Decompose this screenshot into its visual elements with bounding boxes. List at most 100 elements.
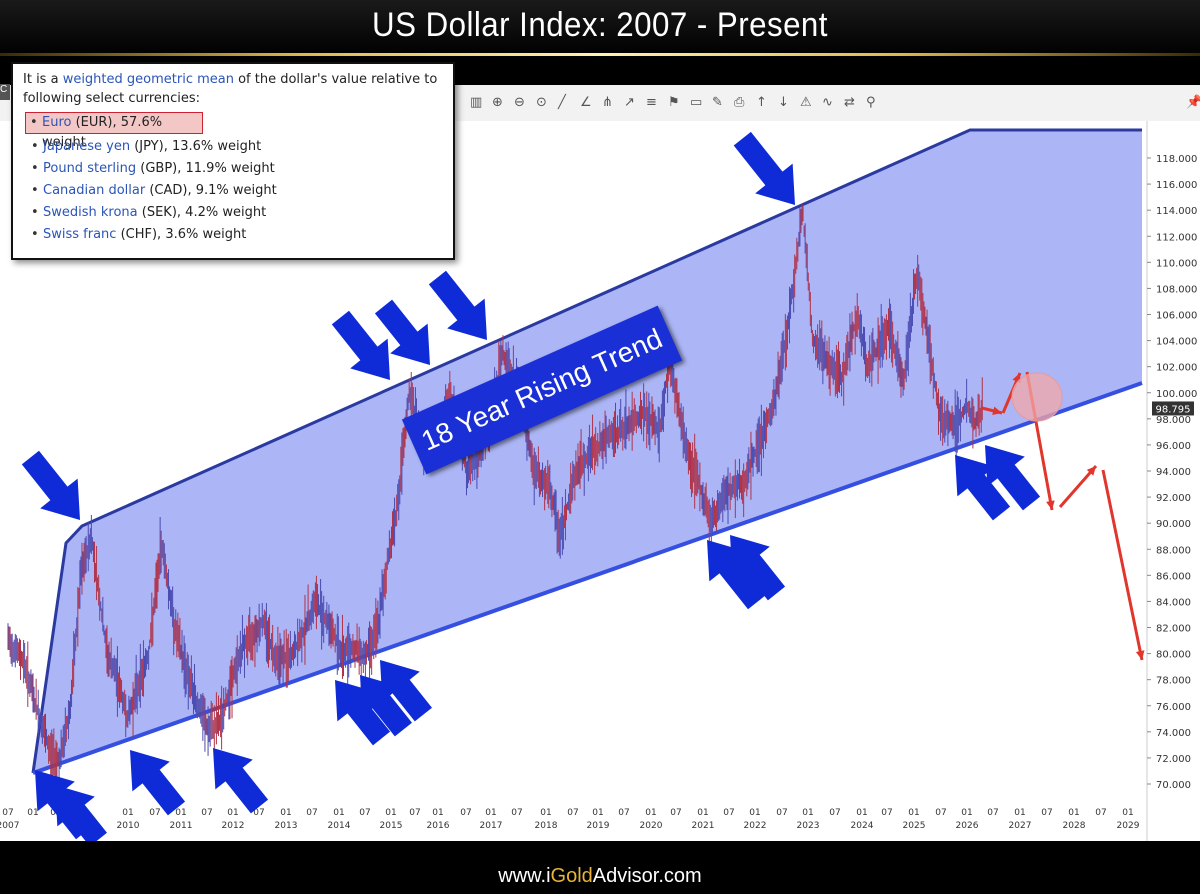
blue-arrow: [428, 270, 487, 340]
x-tick-year-label: 2012: [222, 821, 245, 831]
x-tick-year-label: 2007: [0, 821, 19, 831]
x-tick-year-label: 2025: [903, 821, 926, 831]
zoom-in-icon[interactable]: ⊕: [492, 95, 503, 110]
blue-arrow: [955, 455, 1011, 521]
y-tick-label: 70.000: [1156, 780, 1191, 791]
y-tick-label: 116.000: [1156, 180, 1197, 191]
x-tick-year-label: 2010: [117, 821, 140, 831]
arrow-tool-icon[interactable]: ↗: [624, 95, 635, 110]
currency-link[interactable]: Pound sterling: [43, 161, 137, 176]
blue-arrow: [130, 750, 186, 816]
sell-icon[interactable]: ↓: [778, 95, 789, 110]
y-tick-label: 96.000: [1156, 441, 1191, 452]
currency-link[interactable]: Japanese yen: [43, 139, 131, 154]
x-tick-year-label: 2019: [587, 821, 610, 831]
currency-link[interactable]: Swedish krona: [43, 205, 138, 220]
y-tick-label: 80.000: [1156, 650, 1191, 661]
ruler-tool-icon[interactable]: ▭: [690, 95, 703, 110]
gold-divider: [0, 53, 1200, 56]
y-axis-panel: [1147, 121, 1200, 841]
x-tick-label: 07: [776, 808, 787, 818]
x-tick-year-label: 2013: [275, 821, 298, 831]
red-arrowhead: [1135, 650, 1145, 660]
blue-arrow: [733, 131, 795, 205]
x-tick-label: 01: [122, 808, 133, 818]
y-tick-label: 102.000: [1156, 363, 1197, 374]
x-tick-label: 07: [935, 808, 946, 818]
eraser-tool-icon[interactable]: ✎: [712, 95, 723, 110]
fork-tool-icon[interactable]: ⋔: [602, 95, 613, 110]
x-tick-label: 07: [1041, 808, 1052, 818]
print-icon[interactable]: ⎙: [734, 95, 745, 110]
x-tick-year-label: 2016: [427, 821, 450, 831]
x-tick-label: 01: [697, 808, 708, 818]
x-tick-label: 01: [645, 808, 656, 818]
blue-arrow: [380, 660, 432, 722]
x-tick-label: 01: [749, 808, 760, 818]
buy-icon[interactable]: ↑: [756, 95, 767, 110]
price-marker-label: 98.795: [1156, 404, 1191, 415]
currency-weight: (JPY), 13.6% weight: [130, 139, 262, 154]
y-tick-label: 76.000: [1156, 702, 1191, 713]
chart-tab[interactable]: C: [0, 84, 10, 100]
pin-right-icon[interactable]: 📌: [1186, 95, 1200, 110]
x-tick-label: 01: [802, 808, 813, 818]
blue-arrow: [707, 540, 766, 610]
currency-item: Euro (EUR), 57.6% weight: [25, 112, 203, 150]
fib-tool-icon[interactable]: ≡: [646, 95, 657, 110]
x-tick-label: 01: [175, 808, 186, 818]
y-tick-label: 98.000: [1156, 415, 1191, 426]
x-tick-label: 01: [1122, 808, 1133, 818]
price-marker-box: [1152, 401, 1194, 416]
x-tick-label: 07: [201, 808, 212, 818]
flag-tool-icon[interactable]: ⚑: [668, 95, 680, 110]
zoom-out-icon[interactable]: ⊖: [514, 95, 525, 110]
currency-item: Swedish krona (SEK), 4.2% weight: [27, 202, 453, 224]
x-tick-label: 07: [881, 808, 892, 818]
x-tick-label: 01: [540, 808, 551, 818]
title-bar: US Dollar Index: 2007 - Present: [0, 0, 1200, 56]
x-tick-label: 07: [2, 808, 13, 818]
y-tick-label: 94.000: [1156, 467, 1191, 478]
info-intro: It is a weighted geometric mean of the d…: [23, 72, 438, 106]
alert-icon[interactable]: ⚠: [800, 95, 812, 110]
chart-area: 98.795 70.000 72.000 74.000 76.000 78.000 80.0…: [0, 121, 1200, 841]
red-arrowhead: [992, 406, 1002, 416]
x-tick-year-label: 2014: [328, 821, 351, 831]
x-tick-label: 07: [253, 808, 264, 818]
compare-icon[interactable]: ⇄: [844, 95, 855, 110]
currency-weight: (SEK), 4.2% weight: [137, 205, 267, 220]
bar-chart-icon[interactable]: ▥: [470, 95, 483, 110]
indicator-icon[interactable]: ∿: [822, 95, 833, 110]
currency-link[interactable]: Canadian dollar: [43, 183, 146, 198]
trend-tool-icon[interactable]: ∠: [580, 95, 592, 110]
y-tick-label: 92.000: [1156, 493, 1191, 504]
currency-link[interactable]: Euro: [42, 115, 72, 130]
y-tick-label: 118.000: [1156, 154, 1197, 165]
x-tick-year-label: 2015: [380, 821, 403, 831]
y-tick-label: 88.000: [1156, 545, 1191, 556]
geometric-mean-link[interactable]: weighted geometric mean: [62, 72, 234, 87]
x-tick-label: 01: [592, 808, 603, 818]
x-tick-year-label: 2029: [1117, 821, 1140, 831]
currency-link[interactable]: Swiss franc: [43, 227, 117, 242]
line-tool-icon[interactable]: ╱: [558, 95, 566, 110]
x-tick-label: 07: [829, 808, 840, 818]
pin-icon[interactable]: ⚲: [866, 95, 876, 110]
x-tick-label: 01: [1068, 808, 1079, 818]
x-tick-year-label: 2023: [797, 821, 820, 831]
y-tick-label: 78.000: [1156, 676, 1191, 687]
y-tick-label: 114.000: [1156, 206, 1197, 217]
y-tick-label: 100.000: [1156, 389, 1197, 400]
x-tick-year-label: 2011: [170, 821, 193, 831]
currency-weight: (CAD), 9.1% weight: [145, 183, 277, 198]
x-tick-year-label: 2022: [744, 821, 767, 831]
y-tick-label: 72.000: [1156, 754, 1191, 765]
x-tick-year-label: 2020: [640, 821, 663, 831]
blue-arrow: [360, 675, 412, 737]
currency-weight: (GBP), 11.9% weight: [136, 161, 275, 176]
zoom-reset-icon[interactable]: ⊙: [536, 95, 547, 110]
website-url[interactable]: www.iGoldAdvisor.com: [498, 865, 702, 887]
currency-item: Canadian dollar (CAD), 9.1% weight: [27, 180, 453, 202]
breakdown-circle: [1011, 372, 1063, 422]
